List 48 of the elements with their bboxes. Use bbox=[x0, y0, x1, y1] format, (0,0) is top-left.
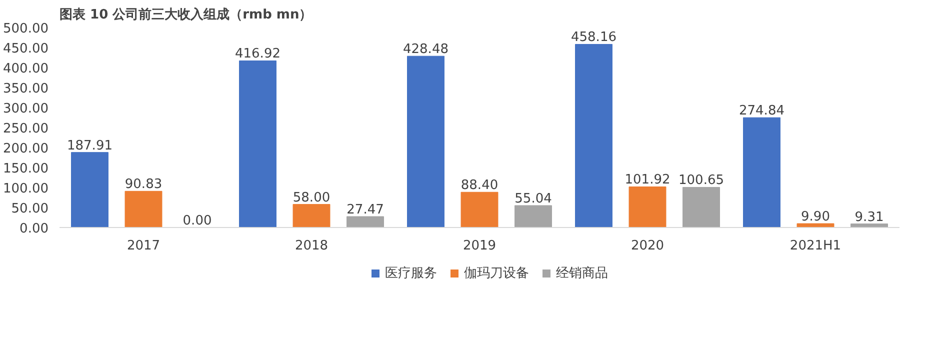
chart-title: 图表 10 公司前三大收入组成（rmb mn） bbox=[60, 6, 312, 22]
data-label: 428.48 bbox=[402, 42, 448, 58]
y-tick-label: 200.00 bbox=[3, 142, 49, 156]
bar bbox=[239, 60, 276, 228]
data-label: 274.84 bbox=[738, 104, 784, 119]
x-tick-label: 2018 bbox=[294, 238, 328, 254]
y-tick-label: 100.00 bbox=[3, 182, 49, 196]
bar bbox=[514, 205, 552, 228]
y-tick-label: 400.00 bbox=[3, 62, 49, 76]
legend-label: 医疗服务 bbox=[385, 265, 437, 282]
data-label: 100.65 bbox=[678, 173, 724, 188]
y-tick-label: 150.00 bbox=[3, 162, 49, 176]
bar bbox=[575, 44, 612, 228]
bar bbox=[124, 190, 162, 228]
data-label: 90.83 bbox=[124, 177, 162, 192]
data-label: 187.91 bbox=[66, 138, 112, 154]
data-label: 101.92 bbox=[624, 172, 670, 188]
y-tick-label: 500.00 bbox=[3, 22, 49, 36]
x-tick-label: 2021H1 bbox=[790, 238, 842, 254]
bar bbox=[743, 117, 780, 228]
data-label: 27.47 bbox=[346, 202, 384, 218]
bar bbox=[628, 186, 666, 228]
bar bbox=[796, 223, 834, 228]
bar bbox=[460, 192, 498, 228]
data-label: 9.90 bbox=[801, 210, 830, 225]
data-label: 0.00 bbox=[182, 214, 212, 228]
bar bbox=[346, 216, 384, 228]
data-label: 58.00 bbox=[292, 190, 330, 206]
data-label: 458.16 bbox=[570, 30, 616, 46]
legend-label: 经销商品 bbox=[556, 265, 608, 282]
x-tick-label: 2017 bbox=[126, 238, 160, 254]
data-label: 88.40 bbox=[460, 178, 498, 194]
data-label: 55.04 bbox=[514, 191, 552, 206]
data-label: 9.31 bbox=[854, 210, 884, 225]
bar bbox=[292, 204, 330, 228]
y-tick-label: 250.00 bbox=[3, 122, 49, 136]
y-tick-label: 450.00 bbox=[3, 42, 49, 56]
y-tick-label: 0.00 bbox=[20, 222, 49, 236]
y-tick-label: 50.00 bbox=[11, 202, 48, 216]
bar bbox=[71, 152, 108, 228]
legend-label: 伽玛刀设备 bbox=[464, 265, 529, 282]
y-tick-label: 300.00 bbox=[3, 102, 49, 116]
data-label: 416.92 bbox=[234, 46, 280, 62]
x-tick-label: 2020 bbox=[630, 238, 664, 254]
y-tick-label: 350.00 bbox=[3, 82, 49, 96]
bar bbox=[682, 186, 720, 228]
x-tick-label: 2019 bbox=[462, 238, 496, 254]
bar bbox=[407, 56, 444, 228]
